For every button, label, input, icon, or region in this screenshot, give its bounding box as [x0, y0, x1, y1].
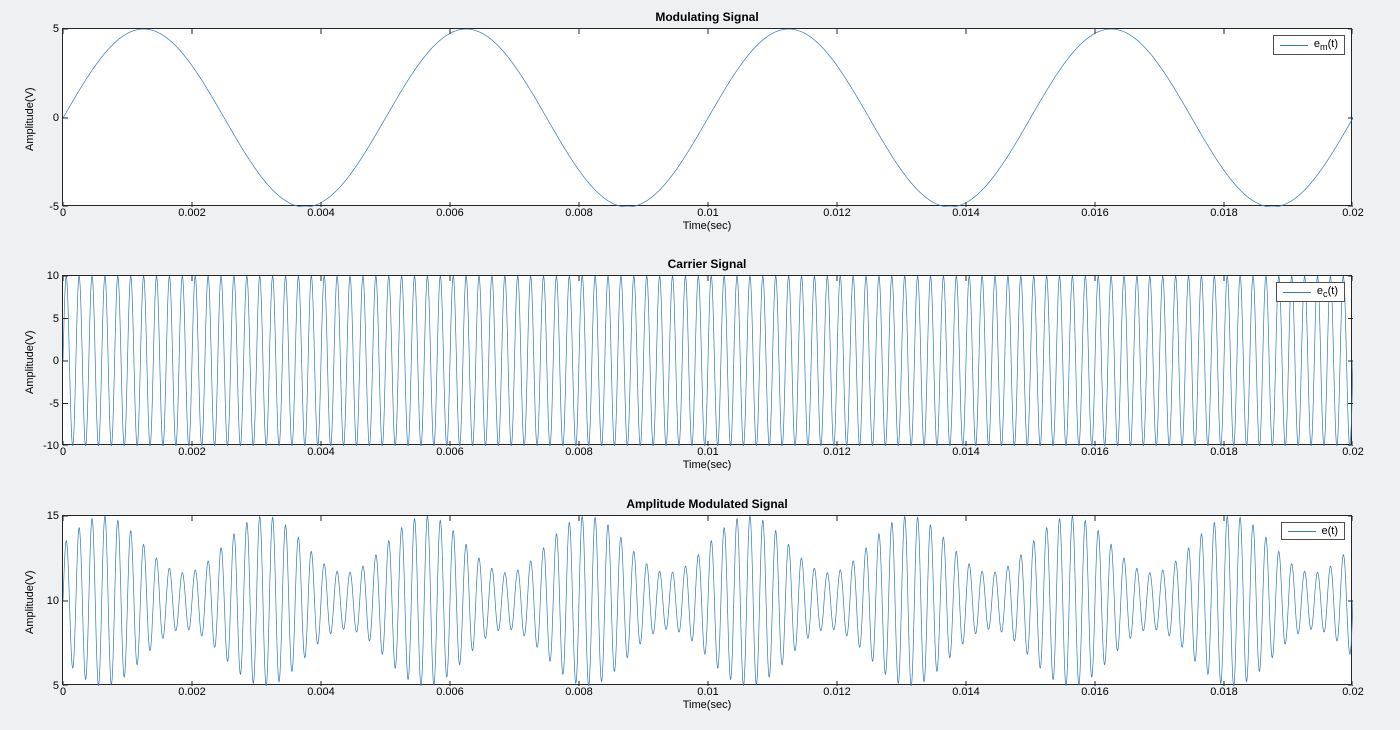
y-tick-label: -5 — [19, 398, 59, 410]
x-tick-label: 0.016 — [1081, 686, 1109, 698]
legend-line-icon — [1283, 292, 1311, 293]
x-tick-label: 0.008 — [565, 686, 593, 698]
x-tick-label: 0.006 — [436, 207, 464, 219]
x-tick-label: 0.02 — [1342, 686, 1363, 698]
figure: Modulating Signal00.0020.0040.0060.0080.… — [0, 0, 1400, 730]
axes: 00.0020.0040.0060.0080.010.0120.0140.016… — [62, 28, 1352, 206]
x-tick-label: 0.018 — [1210, 686, 1238, 698]
x-tick-label: 0.008 — [565, 207, 593, 219]
x-tick-label: 0.02 — [1342, 207, 1363, 219]
x-tick-label: 0.016 — [1081, 446, 1109, 458]
y-tick-label: 5 — [19, 23, 59, 35]
subplot-am: Amplitude Modulated Signal00.0020.0040.0… — [62, 515, 1352, 685]
x-tick-label: 0.002 — [178, 207, 206, 219]
x-tick-label: 0.004 — [307, 446, 335, 458]
legend: e(t) — [1281, 522, 1346, 540]
x-tick-label: 0 — [60, 446, 66, 458]
x-tick-label: 0.012 — [823, 686, 851, 698]
legend-label: ec(t) — [1317, 285, 1338, 299]
legend-label: em(t) — [1314, 38, 1338, 52]
subplot-modulating: Modulating Signal00.0020.0040.0060.0080.… — [62, 28, 1352, 206]
x-tick-label: 0.016 — [1081, 207, 1109, 219]
x-tick-label: 0.006 — [436, 686, 464, 698]
legend: ec(t) — [1276, 282, 1345, 302]
x-axis-label: Time(sec) — [62, 459, 1352, 471]
x-tick-label: 0.014 — [952, 446, 980, 458]
x-tick-label: 0.012 — [823, 446, 851, 458]
x-tick-label: 0.01 — [697, 446, 718, 458]
x-tick-label: 0.012 — [823, 207, 851, 219]
y-tick-label: 10 — [19, 270, 59, 282]
x-tick-label: 0.01 — [697, 207, 718, 219]
x-tick-label: 0.02 — [1342, 446, 1363, 458]
legend-line-icon — [1280, 45, 1308, 46]
signal-line — [63, 29, 1353, 207]
x-tick-label: 0.018 — [1210, 446, 1238, 458]
plot-svg — [63, 516, 1353, 686]
y-axis-label: Amplitude(V) — [24, 570, 36, 634]
x-tick-label: 0.002 — [178, 686, 206, 698]
y-axis-label: Amplitude(V) — [24, 330, 36, 394]
x-tick-label: 0.014 — [952, 686, 980, 698]
signal-line — [63, 516, 1353, 686]
axes: 00.0020.0040.0060.0080.010.0120.0140.016… — [62, 275, 1352, 445]
chart-title: Modulating Signal — [62, 10, 1352, 24]
x-axis-label: Time(sec) — [62, 220, 1352, 232]
axes: 00.0020.0040.0060.0080.010.0120.0140.016… — [62, 515, 1352, 685]
x-tick-label: 0.006 — [436, 446, 464, 458]
x-tick-label: 0.014 — [952, 207, 980, 219]
legend-label: e(t) — [1322, 525, 1339, 537]
y-tick-label: 5 — [19, 680, 59, 692]
x-tick-label: 0.004 — [307, 207, 335, 219]
subplot-carrier: Carrier Signal00.0020.0040.0060.0080.010… — [62, 275, 1352, 445]
x-tick-label: 0.01 — [697, 686, 718, 698]
chart-title: Amplitude Modulated Signal — [62, 497, 1352, 511]
y-tick-label: -5 — [19, 201, 59, 213]
x-tick-label: 0.008 — [565, 446, 593, 458]
x-tick-label: 0.004 — [307, 686, 335, 698]
x-tick-label: 0 — [60, 686, 66, 698]
y-axis-label: Amplitude(V) — [24, 87, 36, 151]
y-tick-label: 15 — [19, 510, 59, 522]
y-tick-label: -10 — [19, 440, 59, 452]
chart-title: Carrier Signal — [62, 257, 1352, 271]
signal-line — [63, 276, 1353, 446]
plot-svg — [63, 29, 1353, 207]
x-tick-label: 0 — [60, 207, 66, 219]
legend: em(t) — [1273, 35, 1345, 55]
legend-line-icon — [1288, 531, 1316, 532]
x-tick-label: 0.002 — [178, 446, 206, 458]
x-axis-label: Time(sec) — [62, 699, 1352, 711]
x-tick-label: 0.018 — [1210, 207, 1238, 219]
y-tick-label: 5 — [19, 313, 59, 325]
plot-svg — [63, 276, 1353, 446]
